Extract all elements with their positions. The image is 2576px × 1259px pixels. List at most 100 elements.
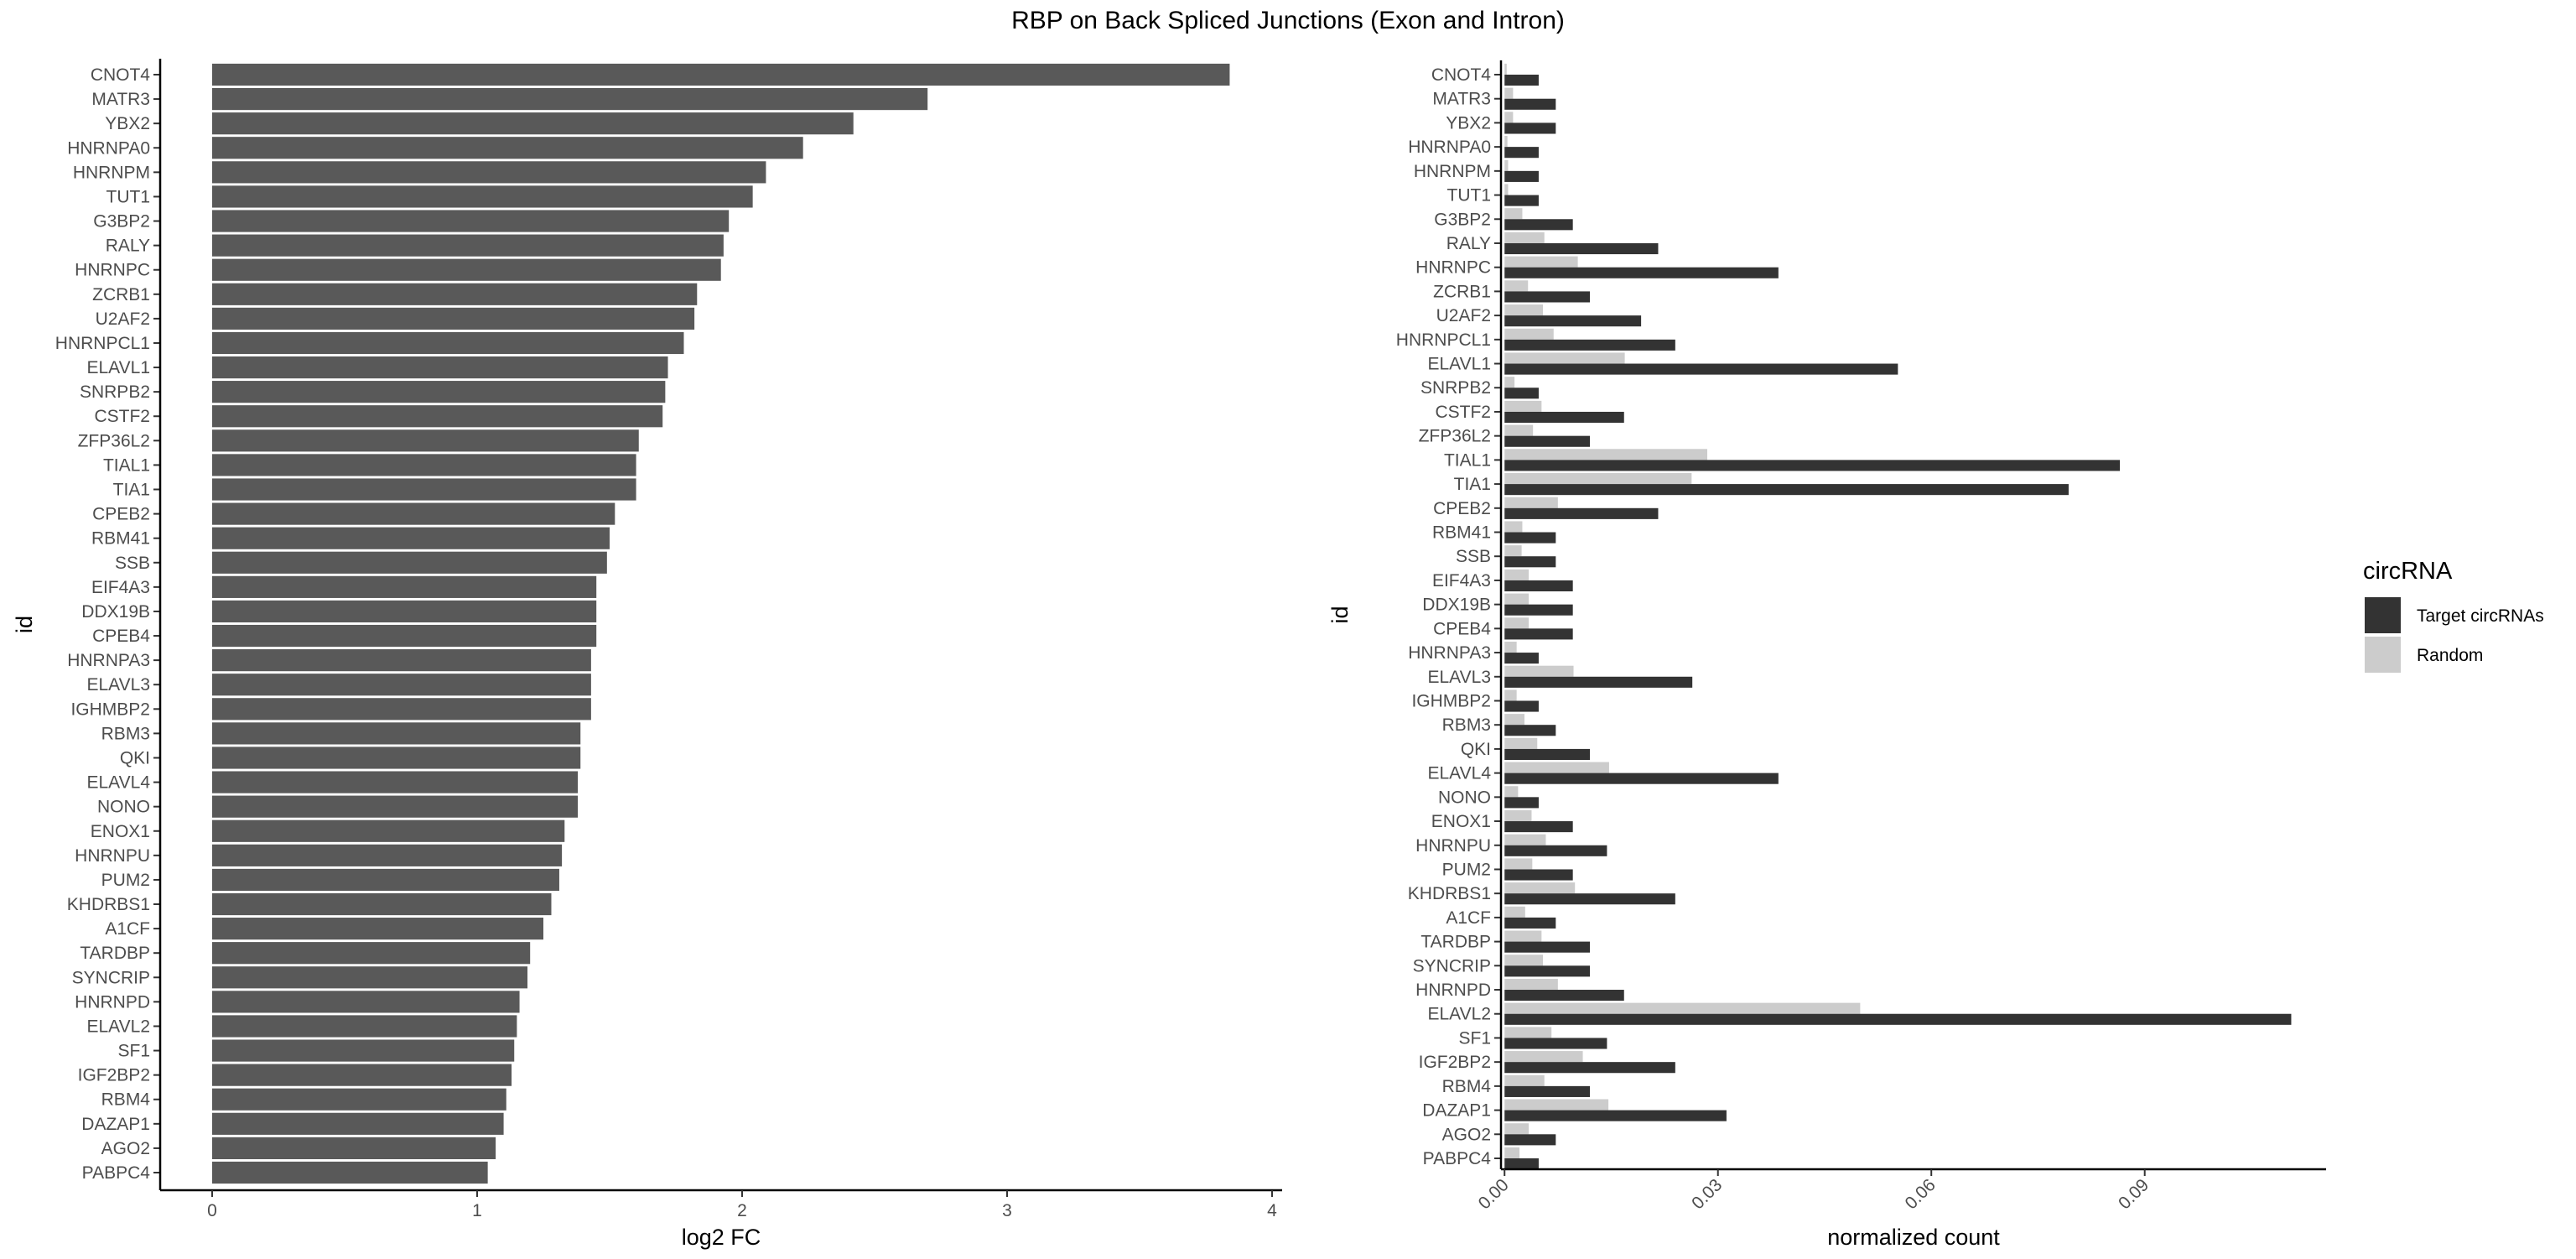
- bar-cpeb4: [212, 624, 597, 648]
- bar-target-igf2bp2: [1504, 1062, 1675, 1074]
- bar-target-u2af2: [1504, 315, 1642, 327]
- bar-target-cpeb4: [1504, 628, 1573, 640]
- bar-tardbp: [212, 942, 531, 965]
- bar-rbm41: [212, 527, 610, 549]
- y-tick-label: RBM3: [101, 724, 150, 743]
- y-tick-label: ENOX1: [91, 822, 150, 841]
- bar-target-hnrnpu: [1504, 845, 1607, 856]
- bar-tut1: [212, 185, 753, 208]
- bar-random-ssb: [1504, 545, 1522, 557]
- bar-target-rbm4: [1504, 1085, 1591, 1097]
- legend-label: Target circRNAs: [2417, 606, 2544, 626]
- bar-hnrnpd: [212, 991, 520, 1013]
- y-tick-label: EIF4A3: [1432, 571, 1491, 590]
- bar-target-nono: [1504, 797, 1539, 809]
- y-tick-label: PUM2: [1442, 860, 1491, 879]
- bar-random-rbm3: [1504, 714, 1524, 726]
- bar-rbm3: [212, 722, 581, 745]
- y-tick-label: DDX19B: [81, 602, 150, 622]
- y-tick-label: ELAVL1: [87, 358, 151, 377]
- bar-nono: [212, 795, 579, 818]
- bar-random-eif4a3: [1504, 569, 1530, 580]
- y-tick-label: DAZAP1: [1422, 1101, 1491, 1121]
- y-tick-label: CPEB2: [1433, 499, 1491, 518]
- bar-target-rbm3: [1504, 725, 1556, 736]
- bar-random-hnrnpc: [1504, 256, 1578, 268]
- bar-target-syncrip: [1504, 965, 1591, 977]
- bar-target-matr3: [1504, 98, 1556, 110]
- y-tick-label: YBX2: [1446, 113, 1491, 133]
- y-tick-label: CSTF2: [94, 407, 150, 426]
- bar-random-tut1: [1504, 184, 1509, 195]
- x-tick-label: 2: [737, 1201, 747, 1220]
- legend-swatch: [2365, 597, 2401, 633]
- y-tick-label: ENOX1: [1431, 812, 1491, 831]
- y-tick-label: RBM41: [1432, 523, 1491, 543]
- y-tick-label: SYNCRIP: [1413, 956, 1491, 975]
- bar-target-pum2: [1504, 869, 1573, 881]
- y-tick-label: SSB: [1456, 547, 1491, 566]
- y-tick-label: PUM2: [101, 871, 150, 890]
- y-tick-label: HNRNPCL1: [55, 334, 150, 353]
- bar-target-eif4a3: [1504, 580, 1573, 592]
- bar-cpeb2: [212, 502, 615, 525]
- bar-hnrnpa0: [212, 137, 803, 159]
- y-tick-label: QKI: [1461, 740, 1491, 759]
- legend-label: Random: [2417, 646, 2483, 665]
- bar-zcrb1: [212, 283, 698, 305]
- bar-hnrnpu: [212, 844, 563, 866]
- bar-target-elavl4: [1504, 773, 1779, 784]
- y-tick-label: G3BP2: [93, 212, 150, 232]
- bar-random-qki: [1504, 737, 1538, 749]
- bar-hnrnpa3: [212, 649, 591, 672]
- bar-target-raly: [1504, 242, 1659, 255]
- y-tick-label: SF1: [117, 1042, 150, 1061]
- x-tick-label: 0.00: [1475, 1175, 1513, 1213]
- bar-random-hnrnpu: [1504, 834, 1546, 845]
- y-tick-label: SNRPB2: [80, 382, 150, 402]
- y-tick-label: HNRNPA0: [67, 138, 150, 158]
- bar-random-syncrip: [1504, 955, 1544, 966]
- bar-target-cpeb2: [1504, 507, 1659, 519]
- bar-target-khdrbs1: [1504, 893, 1675, 905]
- bar-target-cnot4: [1504, 75, 1539, 86]
- bar-random-hnrnpa0: [1504, 136, 1508, 148]
- bar-random-u2af2: [1504, 304, 1544, 316]
- y-tick-label: MATR3: [91, 90, 150, 109]
- bar-random-sf1: [1504, 1027, 1552, 1038]
- y-tick-label: HNRNPU: [75, 846, 150, 866]
- bar-random-hnrnpa3: [1504, 641, 1517, 653]
- bar-random-g3bp2: [1504, 208, 1523, 220]
- bar-random-ddx19b: [1504, 593, 1530, 605]
- bar-target-cstf2: [1504, 411, 1624, 424]
- x-tick-label: 0.03: [1688, 1175, 1726, 1213]
- y-tick-label: EIF4A3: [91, 578, 150, 597]
- right-panel-normalized-count: CNOT4 MATR3 YBX2 HNRNPA0 HNRNPM TUT1 G3BP2 RALY…: [1327, 60, 2326, 1250]
- y-tick-label: HNRNPM: [73, 163, 150, 182]
- bar-cstf2: [212, 405, 663, 428]
- bar-target-zfp36l2: [1504, 435, 1591, 447]
- y-tick-label: HNRNPM: [1414, 162, 1491, 181]
- y-tick-label: ZFP36L2: [1419, 427, 1491, 446]
- bar-random-hnrnpm: [1504, 159, 1509, 171]
- y-tick-label: ELAVL2: [1428, 1005, 1492, 1024]
- y-tick-label: TUT1: [1447, 186, 1492, 205]
- x-tick-label: 0.09: [2115, 1175, 2153, 1213]
- bar-target-dazap1: [1504, 1110, 1727, 1121]
- bar-random-a1cf: [1504, 906, 1525, 918]
- bar-target-elavl2: [1504, 1013, 2292, 1025]
- y-tick-label: IGHMBP2: [70, 700, 150, 719]
- y-tick-label: HNRNPD: [75, 992, 150, 1012]
- bar-random-rbm4: [1504, 1074, 1545, 1086]
- y-tick-label: RBM41: [91, 529, 150, 549]
- bar-dazap1: [212, 1112, 504, 1135]
- bar-random-elavl2: [1504, 1002, 1861, 1014]
- legend-title: circRNA: [2363, 558, 2453, 585]
- y-tick-label: RBM3: [1442, 715, 1491, 735]
- left-panel-log2fc: CNOT4 MATR3 YBX2 HNRNPA0 HNRNPM TUT1 G3BP2 RALY…: [12, 59, 1282, 1250]
- bar-eif4a3: [212, 575, 597, 598]
- bar-target-pabpc4: [1504, 1158, 1539, 1170]
- bar-random-cpeb4: [1504, 617, 1530, 629]
- bar-target-zcrb1: [1504, 291, 1591, 303]
